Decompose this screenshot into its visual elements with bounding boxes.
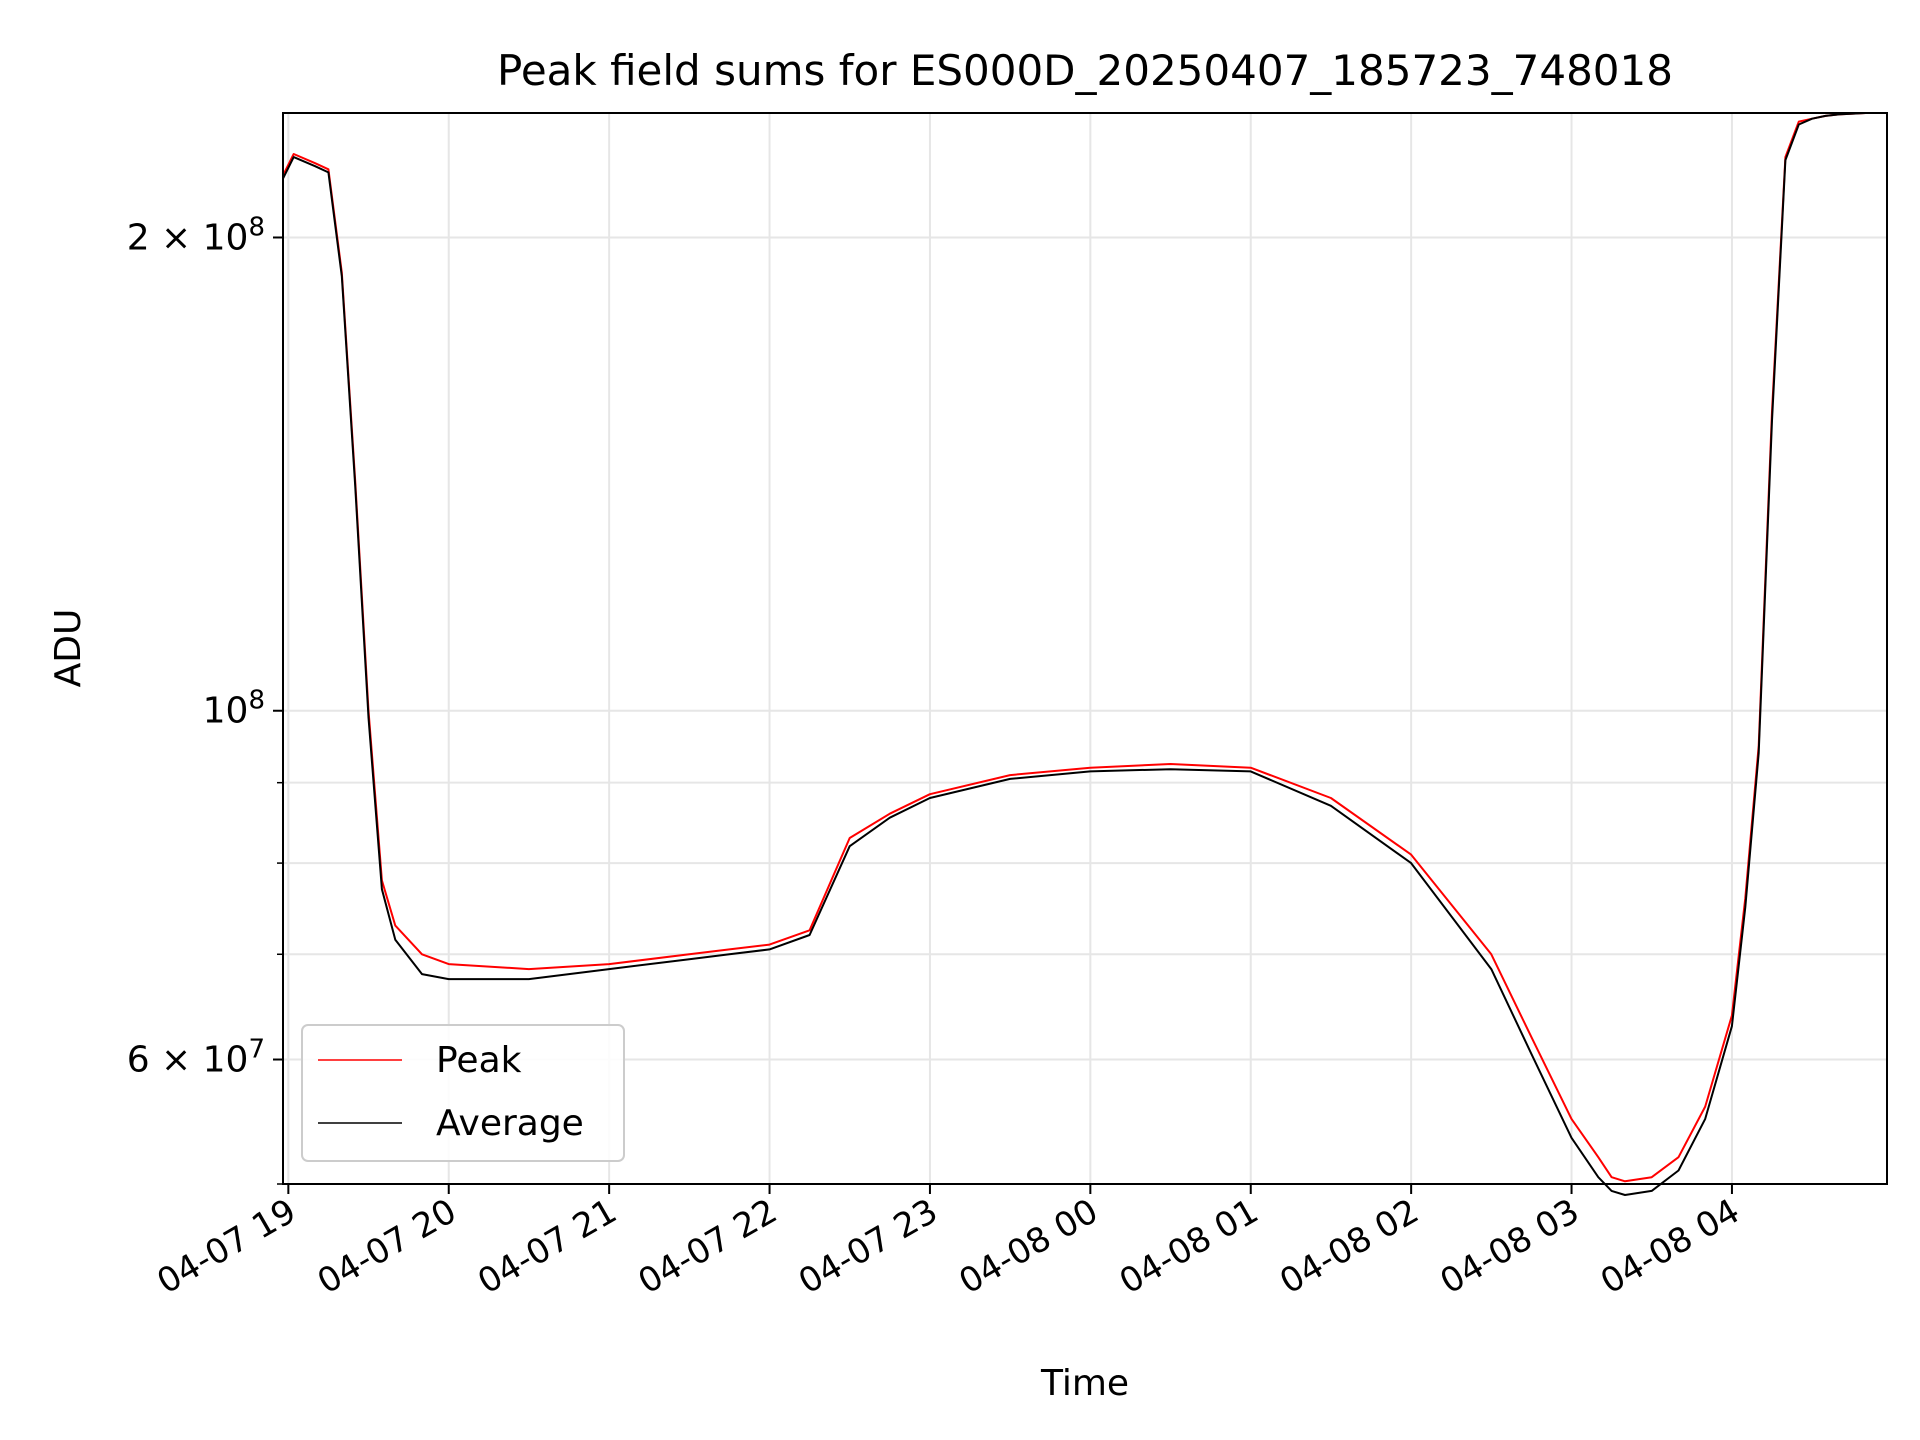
plot-frame <box>282 112 1888 1185</box>
y-tick-label: 108 <box>203 686 265 732</box>
y-axis-label: ADU <box>48 609 89 688</box>
legend-box <box>301 1024 625 1162</box>
series-line-average <box>282 112 1887 1196</box>
legend-average-label: Average <box>436 1103 584 1144</box>
legend: Peak Average <box>301 1024 625 1162</box>
y-tick-label: 6 × 107 <box>127 1035 265 1081</box>
legend-peak-label: Peak <box>436 1040 522 1081</box>
y-tick-label: 2 × 108 <box>127 212 265 258</box>
series-layer <box>282 112 1887 1196</box>
y-axis-ticks: 2 × 108 108 6 × 107 <box>127 212 283 1185</box>
chart-title: Peak field sums for ES000D_20250407_1857… <box>497 46 1673 95</box>
x-axis-label: Time <box>1040 1363 1129 1404</box>
